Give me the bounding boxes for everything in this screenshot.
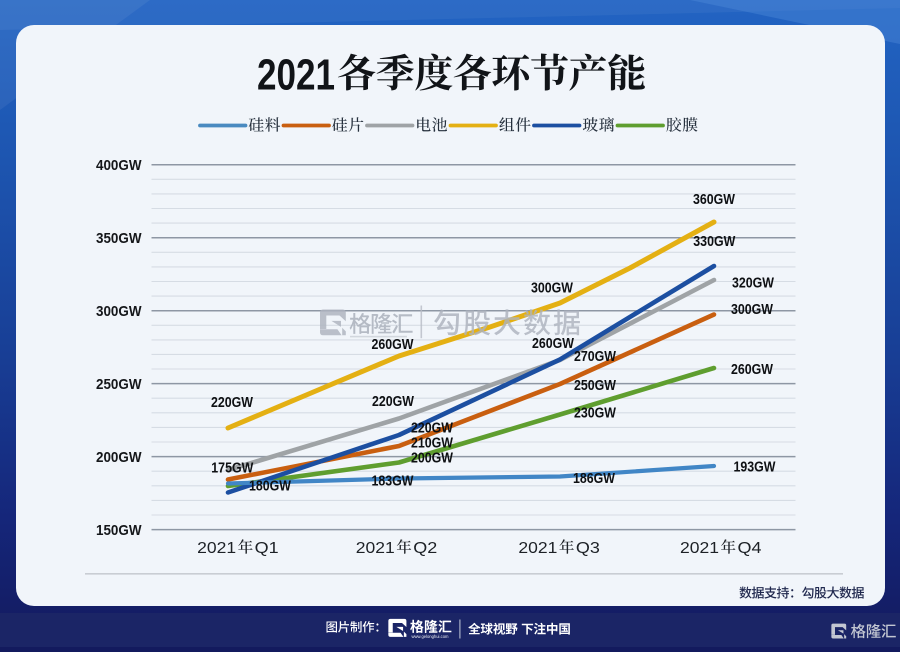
svg-text:183GW: 183GW: [372, 473, 414, 489]
svg-text:360GW: 360GW: [693, 192, 735, 208]
svg-text:2021: 2021: [680, 540, 719, 557]
svg-text:175GW: 175GW: [211, 460, 253, 476]
svg-text:200GW: 200GW: [96, 449, 142, 466]
svg-text:193GW: 193GW: [734, 459, 776, 475]
svg-text:220GW: 220GW: [372, 394, 414, 410]
svg-text:250GW: 250GW: [96, 376, 142, 393]
svg-text:300GW: 300GW: [531, 280, 573, 296]
svg-text:270GW: 270GW: [574, 349, 616, 365]
svg-text:Q2: Q2: [413, 540, 437, 557]
svg-text:260GW: 260GW: [532, 336, 574, 352]
svg-text:Q3: Q3: [576, 540, 600, 557]
svg-text:Q1: Q1: [255, 540, 279, 557]
svg-text:2021: 2021: [356, 540, 395, 557]
svg-text:330GW: 330GW: [693, 234, 735, 250]
svg-text:320GW: 320GW: [732, 275, 774, 291]
svg-text:www.gelonghui.com: www.gelonghui.com: [412, 634, 449, 639]
svg-text:250GW: 250GW: [574, 378, 616, 394]
svg-text:2021: 2021: [257, 51, 335, 100]
svg-text:400GW: 400GW: [96, 157, 142, 174]
svg-text:2021: 2021: [518, 540, 557, 557]
svg-text:260GW: 260GW: [372, 337, 414, 353]
svg-text:186GW: 186GW: [573, 471, 615, 487]
svg-text:230GW: 230GW: [574, 405, 616, 421]
svg-text:260GW: 260GW: [731, 362, 773, 378]
svg-text:220GW: 220GW: [411, 420, 453, 436]
svg-text:150GW: 150GW: [96, 522, 142, 539]
svg-text:210GW: 210GW: [411, 435, 453, 451]
svg-text:2021: 2021: [197, 540, 236, 557]
svg-text:300GW: 300GW: [96, 303, 142, 320]
svg-text:350GW: 350GW: [96, 230, 142, 247]
svg-text:Q4: Q4: [738, 540, 762, 557]
svg-text:180GW: 180GW: [249, 478, 291, 494]
svg-text:300GW: 300GW: [731, 302, 773, 318]
svg-text:200GW: 200GW: [411, 450, 453, 466]
svg-text:220GW: 220GW: [211, 395, 253, 411]
